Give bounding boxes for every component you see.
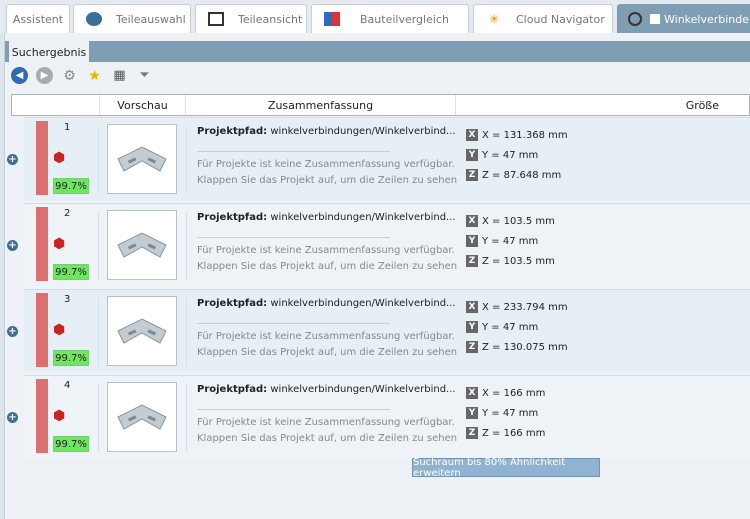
tab-teileauswahl[interactable]: Teileauswahl	[73, 4, 191, 33]
tab-suchergebnis[interactable]: Suchergebnis	[9, 41, 89, 63]
angle-bracket-image	[117, 232, 167, 258]
divider	[186, 298, 187, 366]
y-axis-icon: Y	[466, 407, 478, 419]
globe-icon	[86, 12, 102, 26]
column-zusammenfassung[interactable]: Zusammenfassung	[186, 95, 456, 115]
project-path[interactable]: Projektpfad: winkelverbindungen/Winkelve…	[197, 212, 456, 223]
document-icon	[650, 14, 660, 24]
rank: 1	[64, 122, 71, 133]
rank: 3	[64, 294, 71, 305]
tab-assistent[interactable]: Assistent	[6, 4, 70, 33]
divider	[197, 151, 390, 152]
gear-icon[interactable]: ⚙	[63, 67, 76, 84]
column-groesse[interactable]: Größe	[685, 98, 719, 112]
search-magnifier-icon	[628, 12, 642, 26]
preview-thumbnail[interactable]	[107, 382, 177, 452]
project-icon: ⬢	[53, 150, 66, 166]
tab-bar: Assistent Teileauswahl Teileansicht Baut…	[0, 0, 750, 33]
z-axis-icon: Z	[466, 427, 478, 439]
divider	[98, 384, 99, 452]
tab-bauteilvergleich[interactable]: Bauteilvergleich	[311, 4, 469, 33]
expand-icon[interactable]: +	[7, 412, 18, 423]
z-axis-icon: Z	[466, 255, 478, 267]
match-bar	[36, 207, 48, 281]
header-spacer	[12, 95, 100, 115]
divider	[197, 237, 390, 238]
filter-save-icon[interactable]: ⏷	[139, 68, 150, 83]
x-axis-icon: X	[466, 215, 478, 227]
project-icon: ⬢	[53, 408, 66, 424]
subtab-bar	[5, 41, 750, 62]
y-axis-icon: Y	[466, 149, 478, 161]
summary-text: Für Projekte ist keine Zusammenfassung v…	[197, 417, 458, 444]
project-icon: ⬢	[53, 236, 66, 252]
y-axis-icon: Y	[466, 321, 478, 333]
forward-icon[interactable]: ▶	[36, 67, 53, 84]
cubes-icon	[208, 12, 224, 26]
divider	[197, 409, 390, 410]
match-percent: 99.7%	[53, 350, 89, 366]
angle-bracket-image	[117, 146, 167, 172]
expand-icon[interactable]: +	[7, 240, 18, 251]
divider	[98, 212, 99, 280]
column-vorschau[interactable]: Vorschau	[100, 95, 186, 115]
divider	[98, 298, 99, 366]
tab-teileansicht[interactable]: Teileansicht	[195, 4, 307, 33]
result-row[interactable]: + 1 ⬢ 99.7% Projektpfad: winkelverbindun…	[7, 117, 750, 201]
results-table-header: Vorschau Zusammenfassung Größe	[11, 94, 750, 116]
rank: 4	[64, 380, 71, 391]
tab-cloud-navigator[interactable]: ✳ Cloud Navigator	[473, 4, 613, 33]
project-path[interactable]: Projektpfad: winkelverbindungen/Winkelve…	[197, 126, 456, 137]
expand-icon[interactable]: +	[7, 154, 18, 165]
expand-icon[interactable]: +	[7, 326, 18, 337]
summary-text: Für Projekte ist keine Zusammenfassung v…	[197, 245, 458, 272]
x-axis-icon: X	[466, 129, 478, 141]
match-bar	[36, 379, 48, 453]
summary-text: Für Projekte ist keine Zusammenfassung v…	[197, 159, 458, 186]
rank: 2	[64, 208, 71, 219]
divider	[186, 212, 187, 280]
angle-bracket-image	[117, 404, 167, 430]
preview-thumbnail[interactable]	[107, 124, 177, 194]
x-axis-icon: X	[466, 387, 478, 399]
z-axis-icon: Z	[466, 169, 478, 181]
project-path[interactable]: Projektpfad: winkelverbindungen/Winkelve…	[197, 384, 456, 395]
x-axis-icon: X	[466, 301, 478, 313]
divider	[186, 126, 187, 194]
divider	[186, 384, 187, 452]
z-axis-icon: Z	[466, 341, 478, 353]
preview-thumbnail[interactable]	[107, 210, 177, 280]
favorite-save-icon[interactable]: ★	[88, 67, 101, 84]
match-bar	[36, 121, 48, 195]
network-icon: ✳	[488, 12, 500, 26]
angle-bracket-image	[117, 318, 167, 344]
result-row[interactable]: + 3 ⬢ 99.7% Projektpfad: winkelverbindun…	[7, 289, 750, 373]
toolbar: ◀ ▶ ⚙ ★ ▦ ⏷	[11, 67, 153, 84]
match-bar	[36, 293, 48, 367]
project-path[interactable]: Projektpfad: winkelverbindungen/Winkelve…	[197, 298, 456, 309]
summary-text: Für Projekte ist keine Zusammenfassung v…	[197, 331, 458, 358]
compare-icon	[324, 12, 340, 26]
result-row[interactable]: + 2 ⬢ 99.7% Projektpfad: winkelverbindun…	[7, 203, 750, 287]
divider	[197, 323, 390, 324]
table-save-icon[interactable]: ▦	[113, 68, 126, 83]
match-percent: 99.7%	[53, 264, 89, 280]
tab-winkelverbinder[interactable]: Winkelverbinder	[617, 4, 750, 33]
extend-search-button[interactable]: Suchraum bis 80% Ähnlichkeit erweitern	[412, 457, 600, 479]
match-percent: 99.7%	[53, 436, 89, 452]
result-row[interactable]: + 4 ⬢ 99.7% Projektpfad: winkelverbindun…	[7, 375, 750, 459]
match-percent: 99.7%	[53, 178, 89, 194]
back-icon[interactable]: ◀	[11, 67, 28, 84]
preview-thumbnail[interactable]	[107, 296, 177, 366]
y-axis-icon: Y	[466, 235, 478, 247]
project-icon: ⬢	[53, 322, 66, 338]
divider	[98, 126, 99, 194]
